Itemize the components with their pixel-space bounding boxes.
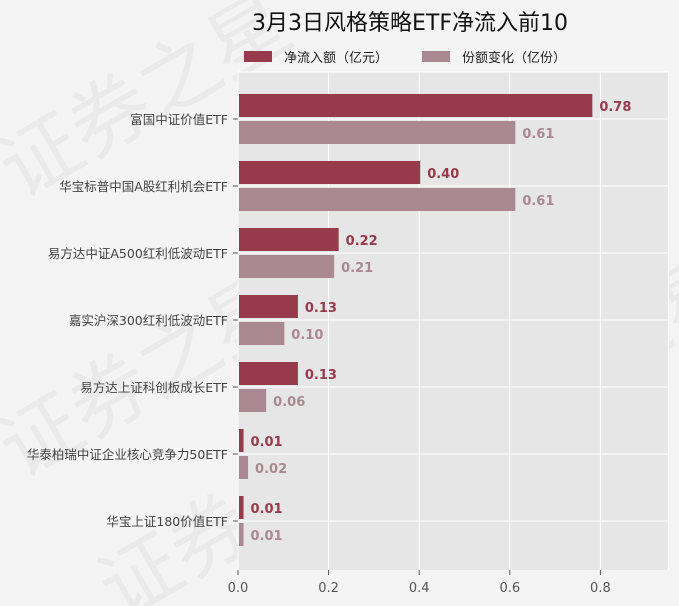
data-label: 0.01 (251, 529, 283, 544)
category-label: 易方达中证A500红利低波动ETF (48, 246, 228, 261)
x-tick-label: 0.2 (318, 581, 339, 596)
bar-share-change (239, 188, 516, 211)
bar-share-change (239, 121, 516, 144)
x-tick-label: 0.0 (228, 581, 249, 596)
x-tick-label: 0.4 (409, 581, 430, 596)
data-label: 0.78 (599, 100, 631, 115)
data-label: 0.02 (255, 462, 287, 477)
data-label: 0.40 (427, 167, 459, 182)
legend-label: 净流入额（亿元） (284, 51, 388, 66)
data-label: 0.21 (341, 261, 373, 276)
data-label: 0.22 (346, 234, 378, 249)
category-label: 华宝上证180价值ETF (106, 514, 228, 529)
bar-share-change (239, 389, 267, 412)
bar-net-inflow (239, 429, 244, 452)
category-label: 富国中证价值ETF (130, 112, 228, 127)
data-label: 0.06 (273, 395, 305, 410)
bar-share-change (239, 456, 249, 479)
legend-swatch (244, 51, 272, 62)
chart-title: 3月3日风格策略ETF净流入前10 (252, 11, 568, 36)
bar-share-change (239, 322, 285, 345)
bar-net-inflow (239, 161, 421, 184)
plot-area (238, 72, 668, 570)
data-label: 0.01 (251, 435, 283, 450)
category-label: 华宝标普中国A股红利机会ETF (59, 179, 228, 194)
bar-net-inflow (239, 496, 244, 519)
data-label: 0.10 (291, 328, 323, 343)
data-label: 0.13 (305, 368, 337, 383)
category-label: 易方达上证科创板成长ETF (80, 380, 228, 395)
legend-swatch (422, 51, 450, 62)
data-label: 0.61 (522, 194, 554, 209)
category-label: 嘉实沪深300红利低波动ETF (69, 313, 228, 328)
bar-net-inflow (239, 295, 298, 318)
legend-label: 份额变化（亿份） (462, 50, 566, 66)
bar-net-inflow (239, 362, 298, 385)
category-label: 华泰柏瑞中证企业核心竞争力50ETF (27, 447, 228, 462)
bar-net-inflow (239, 94, 593, 117)
bar-net-inflow (239, 228, 339, 251)
bar-share-change (239, 523, 244, 546)
data-label: 0.13 (305, 301, 337, 316)
x-tick-label: 0.6 (499, 581, 520, 596)
data-label: 0.01 (251, 502, 283, 517)
x-tick-label: 0.8 (590, 581, 611, 596)
data-label: 0.61 (522, 127, 554, 142)
bar-share-change (239, 255, 335, 278)
